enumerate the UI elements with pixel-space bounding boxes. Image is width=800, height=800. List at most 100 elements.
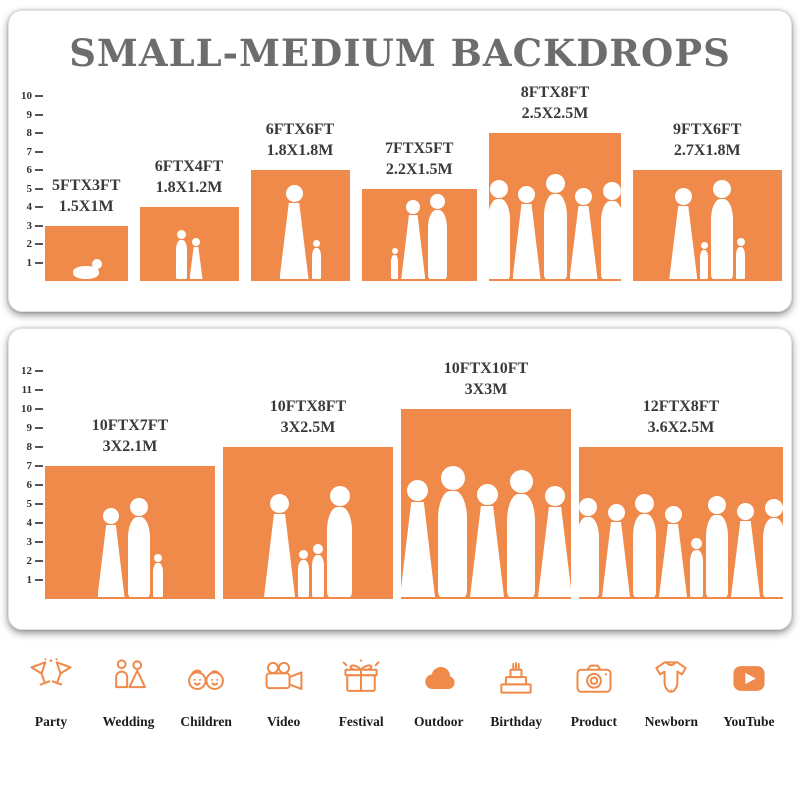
category-row: Party Wedding Children xyxy=(14,656,786,730)
category-label: Party xyxy=(34,714,68,729)
bar-12ftx8ft: 12FTX8FT 3.6X2.5M xyxy=(577,397,785,599)
bar-size-label: 8FTX8FT 2.5X2.5M xyxy=(521,83,589,125)
size-ft-label: 9FTX6FT xyxy=(673,121,742,139)
category-label: YouTube xyxy=(723,714,775,729)
people-silhouettes xyxy=(487,174,623,279)
person-silhouette xyxy=(569,188,598,279)
bar-6ftx4ft: 6FTX4FT 1.8X1.2M xyxy=(139,157,239,281)
person-silhouette xyxy=(73,259,103,279)
size-m-label: 1.8X1.2M xyxy=(155,179,223,197)
person-silhouette xyxy=(311,240,321,279)
people-silhouettes xyxy=(45,259,128,279)
people-silhouettes xyxy=(251,185,350,279)
camera-icon xyxy=(572,656,616,705)
children-icon xyxy=(184,656,228,705)
size-ft-label: 5FTX3FT xyxy=(52,176,121,194)
category-newborn: Newborn xyxy=(634,656,708,730)
category-label: Birthday xyxy=(490,714,543,729)
ruler-tick: 3 xyxy=(17,536,43,561)
person-silhouette xyxy=(602,504,630,597)
ruler-tick: 7 xyxy=(17,460,43,485)
height-ruler-bottom: 12 11 10 9 8 7 6 5 4 3 2 1 xyxy=(17,365,43,599)
category-party: Party xyxy=(14,656,88,730)
people-silhouettes xyxy=(140,230,239,279)
person-silhouette xyxy=(279,185,309,279)
person-silhouette xyxy=(700,242,709,279)
person-silhouette xyxy=(633,494,656,597)
category-label: Outdoor xyxy=(413,714,464,729)
backdrop-bar-rect xyxy=(45,466,215,599)
backdrop-bar-rect xyxy=(577,447,785,599)
size-m-label: 3X3M xyxy=(464,381,508,399)
category-label: Festival xyxy=(338,714,384,729)
backdrop-bar-rect xyxy=(250,170,350,281)
birthday-cake-icon xyxy=(494,656,538,705)
person-silhouette xyxy=(327,486,352,597)
size-ft-label: 6FTX6FT xyxy=(265,121,335,139)
ruler-tick: 6 xyxy=(17,479,43,504)
backdrop-bar-rect xyxy=(223,447,393,599)
person-silhouette xyxy=(731,503,760,597)
bar-5ftx3ft: 5FTX3FT 1.5X1M xyxy=(45,176,128,281)
bars-row-top: 5FTX3FT 1.5X1M 6FTX4FT 1.8X1.2M 6FTX6FT … xyxy=(45,83,785,281)
size-m-label: 2.7X1.8M xyxy=(673,142,741,160)
wedding-couple-icon xyxy=(107,656,151,705)
person-silhouette xyxy=(763,499,785,597)
person-silhouette xyxy=(264,494,295,597)
bar-size-label: 9FTX6FT 2.7X1.8M xyxy=(673,120,741,162)
backdrop-bar-rect xyxy=(487,133,623,281)
category-label: Newborn xyxy=(644,714,698,729)
backdrop-bar-rect xyxy=(361,188,477,281)
person-silhouette xyxy=(543,174,567,279)
ruler-tick: 1 xyxy=(17,574,43,599)
size-ft-label: 10FTX7FT xyxy=(91,417,169,435)
person-silhouette xyxy=(600,182,623,279)
size-ft-label: 10FTX8FT xyxy=(269,398,347,416)
person-silhouette xyxy=(312,544,324,597)
person-silhouette xyxy=(298,550,309,597)
people-silhouettes xyxy=(577,494,785,597)
bar-10ftx7ft: 10FTX7FT 3X2.1M xyxy=(45,416,215,599)
person-silhouette xyxy=(127,498,150,597)
backdrop-bar-rect xyxy=(45,225,128,281)
size-ft-label: 12FTX8FT xyxy=(642,398,720,416)
person-silhouette xyxy=(736,238,746,279)
ruler-tick: 9 xyxy=(17,422,43,447)
gift-box-icon xyxy=(339,656,383,705)
baby-onesie-icon xyxy=(649,656,693,705)
size-m-label: 2.5X2.5M xyxy=(521,105,589,123)
bar-9ftx6ft: 9FTX6FT 2.7X1.8M xyxy=(633,120,782,281)
size-m-label: 1.5X1M xyxy=(58,197,114,215)
people-silhouettes xyxy=(400,466,572,597)
person-silhouette xyxy=(428,194,448,279)
ruler-tick: 5 xyxy=(17,498,43,523)
backdrop-bar-rect xyxy=(633,170,782,281)
bar-7ftx5ft: 7FTX5FT 2.2X1.5M xyxy=(361,139,477,281)
people-silhouettes xyxy=(45,498,215,597)
video-camera-icon xyxy=(262,656,306,705)
size-ft-label: 7FTX5FT xyxy=(385,139,454,157)
person-silhouette xyxy=(577,498,599,597)
ruler-tick: 12 xyxy=(17,365,43,390)
category-youtube: YouTube xyxy=(712,656,786,730)
ruler-tick: 1 xyxy=(17,257,43,282)
person-silhouette xyxy=(97,508,125,597)
size-m-label: 3X2.5M xyxy=(280,419,336,437)
size-m-label: 2.2X1.5M xyxy=(385,160,453,178)
person-silhouette xyxy=(189,238,203,279)
ruler-tick: 10 xyxy=(17,90,43,115)
size-m-label: 1.8X1.8M xyxy=(266,142,334,160)
youtube-play-icon xyxy=(727,656,771,705)
bar-size-label: 6FTX6FT 1.8X1.8M xyxy=(266,120,334,162)
ruler-tick: 8 xyxy=(17,127,43,152)
person-silhouette xyxy=(487,180,510,279)
category-label: Video xyxy=(267,714,301,729)
person-silhouette xyxy=(711,180,734,279)
ruler-tick: 3 xyxy=(17,220,43,245)
person-silhouette xyxy=(507,470,535,597)
person-silhouette xyxy=(538,486,572,597)
people-silhouettes xyxy=(633,180,782,279)
category-label: Wedding xyxy=(102,714,155,729)
ruler-tick: 6 xyxy=(17,164,43,189)
bar-8ftx8ft: 8FTX8FT 2.5X2.5M xyxy=(487,83,623,281)
